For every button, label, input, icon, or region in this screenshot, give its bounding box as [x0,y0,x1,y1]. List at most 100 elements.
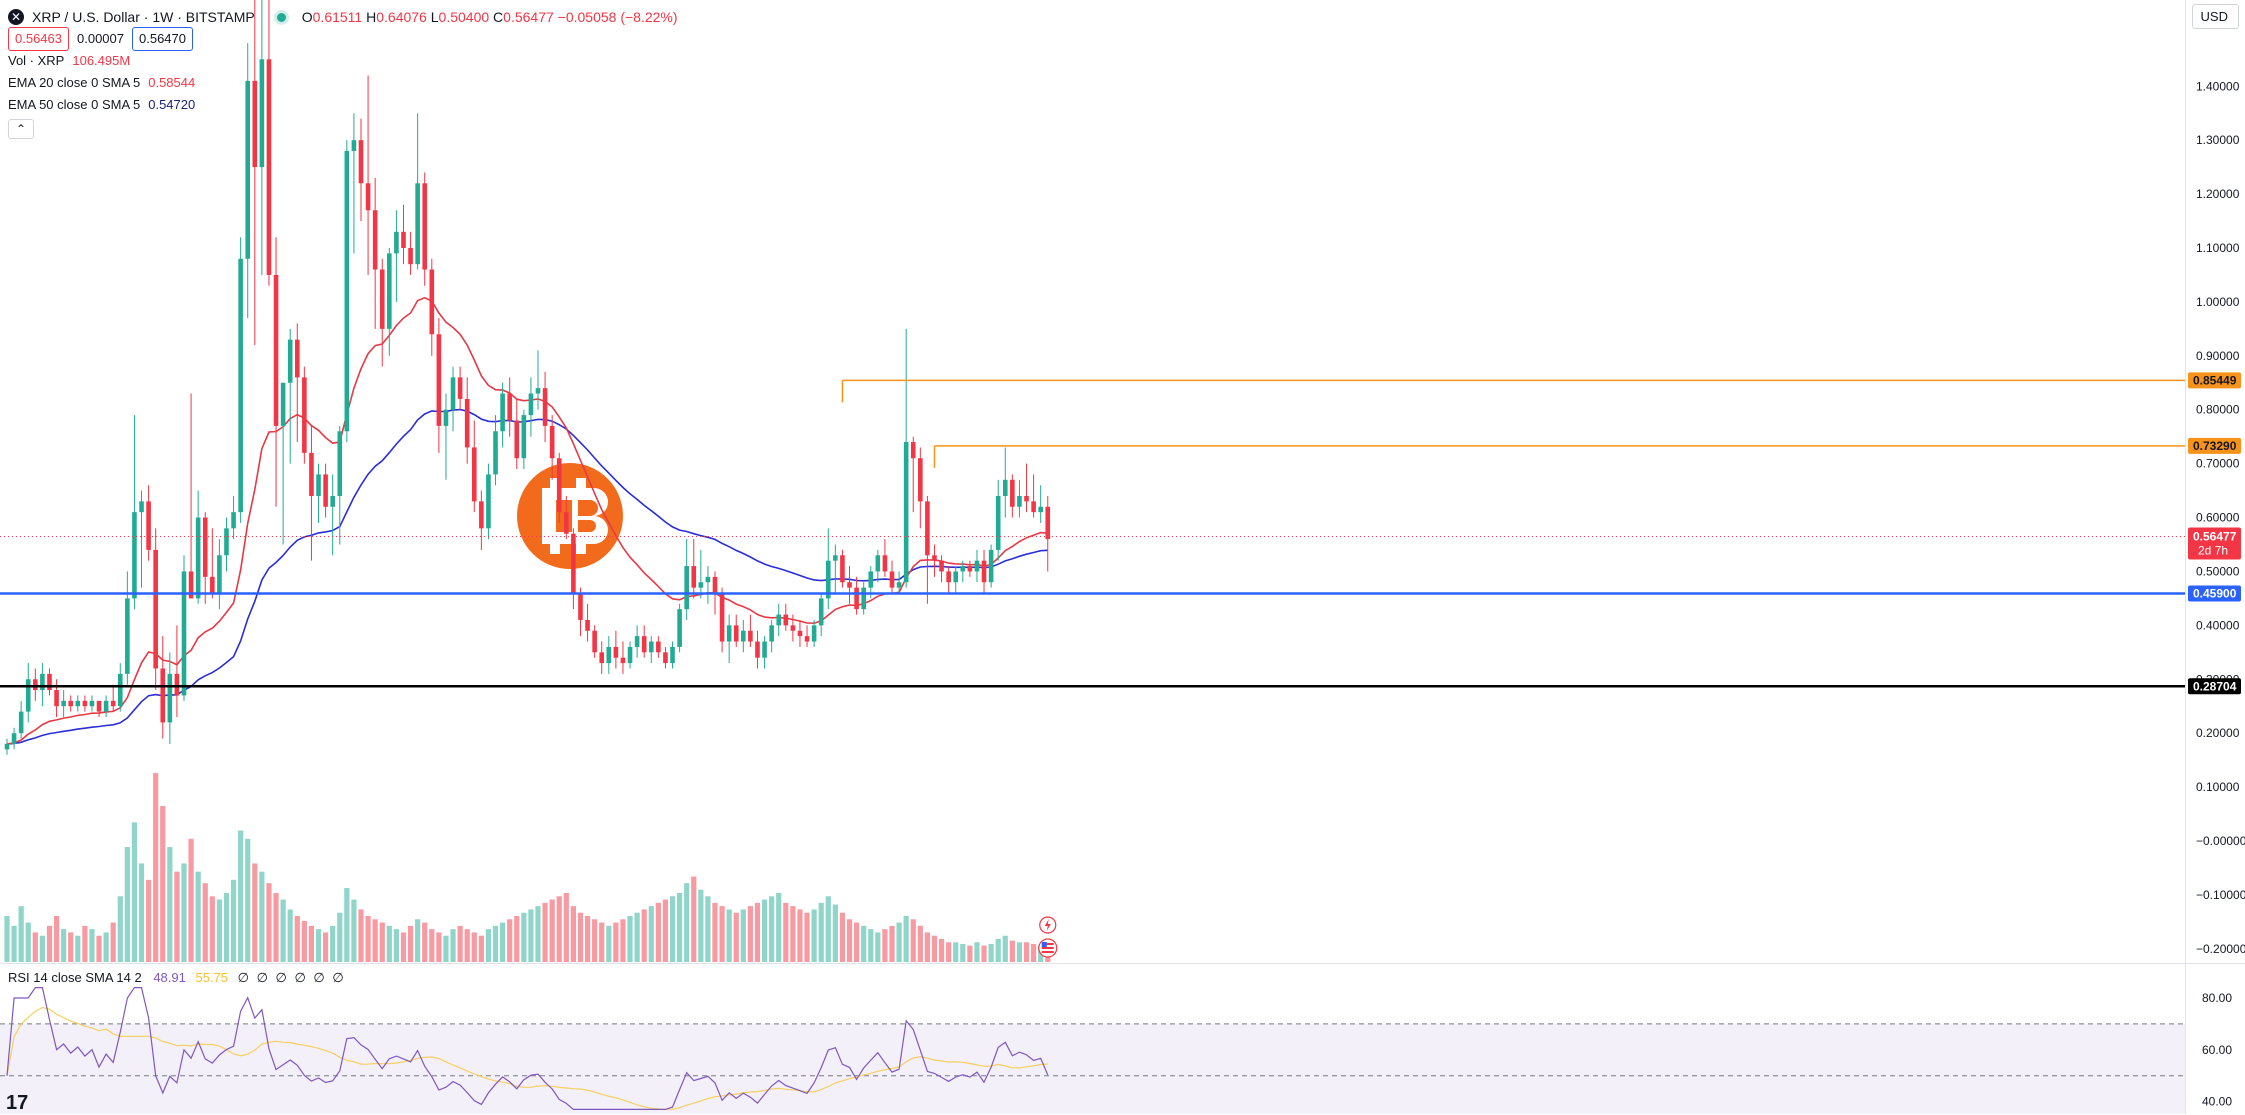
volume-bar [521,912,527,962]
candle-body [620,657,626,664]
tradingview-logo[interactable]: 17 [6,1092,29,1114]
candle [599,641,605,674]
candle-body [974,560,980,572]
candle [471,420,477,513]
candle [988,544,994,588]
lightning-icon [1039,916,1057,934]
candle-body [1038,506,1043,513]
ema20-legend[interactable]: EMA 20 close 0 SMA 5 0.58544 [8,72,678,94]
candle-body [677,609,682,647]
candle-body [160,668,166,723]
volume-bar [124,847,130,962]
volume-bar [528,909,534,962]
volume-bar [131,822,138,962]
candle-body [556,458,562,513]
volume-bar [174,871,180,962]
volume-bar [832,904,838,962]
volume-bar [400,932,407,962]
volume-bar [882,929,888,962]
candle-body [733,625,739,642]
candle-body [479,501,484,529]
candle [40,663,45,707]
candle-body [266,59,272,275]
candle-body [422,183,428,270]
candle-body [54,690,59,707]
volume-bar [287,909,293,962]
candle-body [868,571,874,588]
volume-bar [549,899,555,962]
rsi-ma-value: 55.75 [195,970,229,985]
candle-body [755,641,760,658]
volume-bar [68,932,74,962]
us-flag-stripe [1041,951,1054,953]
volume-bar [315,929,322,962]
volume-bar [535,906,541,962]
candle [54,679,59,718]
candle [896,571,902,594]
candle [33,668,38,701]
candle [797,619,803,647]
volume-bar [910,919,916,962]
candle [415,113,420,270]
volume-bar [839,912,846,962]
candle-body [302,377,307,453]
volume-bar [641,909,647,962]
y-axis-tick-label: 0.20000 [2196,726,2240,740]
candle-body [25,679,31,712]
y-axis-tick-label: 1.20000 [2196,187,2240,201]
y-axis-tick-label: 0.60000 [2196,511,2240,525]
candle [139,490,144,588]
buy-button[interactable]: 0.56470 [132,27,193,51]
candle-body [769,625,774,642]
candle-body [705,576,711,583]
ema20-line [6,296,1048,745]
y-axis-tick-label: 0.50000 [2196,564,2240,578]
candle [925,495,930,604]
sell-button[interactable]: 0.56463 [8,27,69,51]
symbol-title[interactable]: XRP / U.S. Dollar · 1W · BITSTAMP [32,9,255,25]
chevron-up-icon[interactable]: ⌃ [8,119,34,139]
currency-selector[interactable]: USD [2191,4,2239,29]
candle [61,690,66,718]
volume-bar [570,906,576,962]
candle [486,463,491,540]
candle [910,436,916,513]
candle [1024,463,1029,513]
candle [613,630,619,669]
candle [25,663,31,723]
volume-bar [953,942,959,962]
volume-bar [110,922,116,962]
candle-body [698,582,704,588]
candle-body [351,140,357,151]
ema50-legend[interactable]: EMA 50 close 0 SMA 5 0.54720 [8,94,678,116]
volume-bar [946,942,952,962]
candle-body [68,700,74,707]
candle [620,641,626,674]
volume-bar [195,871,201,962]
candle [337,425,343,545]
candle-body [840,555,845,583]
volume-bar [761,899,768,962]
candle-body [641,636,647,653]
volume-legend[interactable]: Vol · XRP 106.495M [8,50,678,72]
candle-body [82,700,88,707]
rsi-legend[interactable]: RSI 14 close SMA 14 2 48.91 55.75 ∅ ∅ ∅ … [8,970,346,986]
candle-body [287,339,293,383]
candle [719,587,725,653]
candle-body [245,80,251,259]
candle [804,625,810,647]
candle-body [599,652,605,664]
support-blue-axis-badge [2188,585,2241,602]
candle [153,528,158,691]
volume-bar [415,919,421,962]
candle [252,0,258,346]
candle [436,318,442,453]
candle [259,0,265,275]
candle-body [316,474,321,496]
candle [1017,479,1022,518]
candle-body [103,700,109,712]
volume-bar [627,916,633,962]
candle-body [988,549,994,583]
candle [726,614,732,664]
